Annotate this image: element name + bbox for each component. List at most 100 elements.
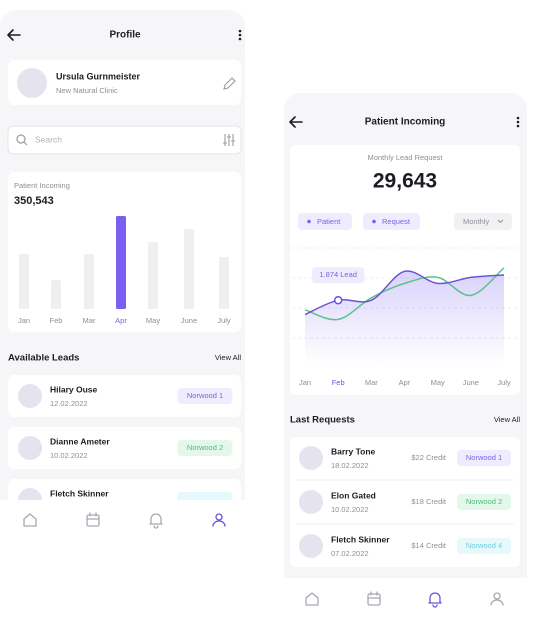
calendar-detail xyxy=(367,591,381,599)
request-item[interactable]: Fletch Skinner 07.02.2022 $14 Credit Norwoo… xyxy=(296,523,514,558)
tag-chip[interactable]: Norwood 4 xyxy=(457,538,511,554)
lead-item[interactable]: Hilary Ouse 12.02.2022 Norwood 1 xyxy=(8,375,241,417)
menu-dot xyxy=(238,33,242,37)
section-title: Available Leads xyxy=(8,353,79,364)
back-button[interactable] xyxy=(289,116,303,128)
request-name: Elon Gated xyxy=(331,490,376,500)
menu-button[interactable] xyxy=(516,116,520,128)
month-label: July xyxy=(217,316,231,325)
legend-chip[interactable]: Patient xyxy=(298,213,352,230)
request-area xyxy=(305,271,504,365)
request-item[interactable]: Elon Gated 10.02.2022 $18 Credit Norwood 2 xyxy=(296,479,514,514)
point-marker xyxy=(333,295,343,305)
menu-dot xyxy=(516,116,520,120)
legend-chip-bg xyxy=(363,213,420,230)
bar xyxy=(184,229,194,309)
bar xyxy=(19,254,29,309)
home-icon xyxy=(23,513,37,527)
tab-bar xyxy=(0,500,245,540)
search-icon-handle xyxy=(23,141,28,146)
request-item[interactable]: Barry Tone 18.02.2022 $22 Credit Norwood 1 xyxy=(299,446,511,470)
avatar xyxy=(299,446,323,470)
tab-calendar[interactable] xyxy=(86,512,100,527)
legend-chip[interactable]: Request xyxy=(363,213,420,230)
filter-icon[interactable] xyxy=(223,134,235,146)
home-icon xyxy=(305,592,319,606)
avatar xyxy=(18,488,42,500)
tab-user[interactable] xyxy=(212,513,226,527)
month-label: June xyxy=(463,378,479,387)
tooltip-label: 1.874 Lead xyxy=(319,270,357,279)
avatar xyxy=(18,384,42,408)
tag-chip[interactable] xyxy=(177,492,233,508)
clinic-name: New Natural Clinic xyxy=(56,86,118,95)
legend-label: Request xyxy=(382,217,411,226)
legend-dot xyxy=(307,219,311,224)
card-total: 350,543 xyxy=(14,195,54,207)
profile-card: Ursula Gurnmeister New Natural Clinic xyxy=(8,60,241,105)
tab-calendar[interactable] xyxy=(367,591,381,606)
edit-icon[interactable] xyxy=(223,77,236,90)
month-label: Jan xyxy=(299,378,311,387)
month-label: Mar xyxy=(83,316,96,325)
bar xyxy=(84,254,94,309)
tag-chip-label: Norwood 4 xyxy=(466,541,502,550)
month-label: Feb xyxy=(332,378,345,387)
user-name: Ursula Gurnmeister xyxy=(56,71,141,81)
request-date: 10.02.2022 xyxy=(331,505,369,514)
tab-bar-bg xyxy=(284,578,527,620)
avatar xyxy=(18,436,42,460)
tag-chip-bg xyxy=(457,538,511,554)
search-icon xyxy=(16,134,26,144)
card-label: Patient Incoming xyxy=(14,181,70,190)
back-button[interactable] xyxy=(7,29,21,41)
tag-chip[interactable]: Norwood 1 xyxy=(457,450,511,466)
card-label: Monthly Lead Request xyxy=(367,153,443,162)
legend-dot xyxy=(372,219,376,224)
series-line xyxy=(304,267,505,321)
month-label: June xyxy=(181,316,197,325)
request-name: Barry Tone xyxy=(331,446,376,456)
profile-card-bg xyxy=(8,60,241,105)
screen-title: Profile xyxy=(109,30,141,41)
period-dropdown[interactable]: Monthly xyxy=(454,213,512,230)
tag-chip-bg xyxy=(177,492,233,500)
menu-dot xyxy=(238,29,242,33)
tag-chip[interactable]: Norwood 2 xyxy=(177,440,233,456)
tab-user[interactable] xyxy=(490,592,504,606)
month-label: Feb xyxy=(50,316,63,325)
tag-chip-bg xyxy=(457,494,511,510)
back-arrow-icon xyxy=(289,116,303,128)
view-all-link[interactable]: View All xyxy=(494,415,520,424)
tag-chip-label: Norwood 1 xyxy=(466,453,502,462)
menu-button[interactable] xyxy=(238,29,242,41)
menu-dot xyxy=(238,37,242,41)
bell-icon xyxy=(428,592,442,608)
search-placeholder: Search xyxy=(35,134,62,144)
menu-dot xyxy=(516,120,520,124)
calendar-icon xyxy=(86,514,100,527)
lead-item[interactable]: Dianne Ameter 10.02.2022 Norwood 2 xyxy=(8,427,241,469)
lead-item[interactable]: Fletch Skinner xyxy=(8,479,241,521)
lead-item-bg xyxy=(8,427,241,469)
search-bar[interactable]: Search xyxy=(7,125,242,155)
tab-home[interactable] xyxy=(23,513,37,527)
tab-bell[interactable] xyxy=(428,592,442,608)
tab-home[interactable] xyxy=(305,592,319,606)
request-date: 07.02.2022 xyxy=(331,549,369,558)
requests-list: Barry Tone 18.02.2022 $22 Credit Norwood 1 E… xyxy=(290,437,520,567)
tag-chip[interactable]: Norwood 2 xyxy=(457,494,511,510)
leads-list: Hilary Ouse 12.02.2022 Norwood 1 Dianne Ame… xyxy=(8,375,241,521)
avatar xyxy=(299,534,323,558)
month-label: Jan xyxy=(18,316,30,325)
bell-icon xyxy=(149,513,163,529)
view-all-link[interactable]: View All xyxy=(215,353,241,362)
tag-chip-label: Norwood 1 xyxy=(187,391,223,400)
user-icon-body xyxy=(212,520,226,527)
requests-list-bg xyxy=(290,437,520,567)
month-label: Apr xyxy=(115,316,127,325)
tooltip-bg xyxy=(312,267,365,284)
tab-bell[interactable] xyxy=(149,513,163,529)
tag-chip[interactable]: Norwood 1 xyxy=(177,388,233,404)
month-label: May xyxy=(146,316,160,325)
